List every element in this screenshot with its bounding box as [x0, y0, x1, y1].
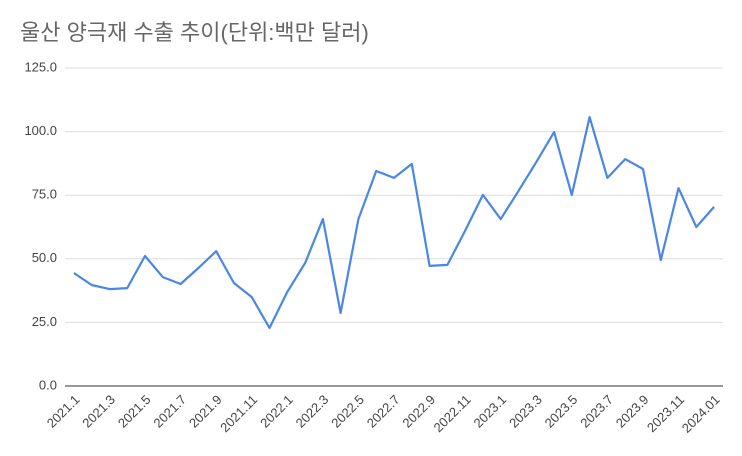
x-tick-label: 2022.3 — [293, 392, 332, 431]
x-tick-label: 2021.11 — [217, 392, 260, 435]
x-tick-label: 2023.11 — [644, 392, 687, 435]
chart-title: 울산 양극재 수출 추이(단위:백만 달러) — [20, 20, 369, 45]
x-tick-label: 2021.7 — [150, 392, 189, 431]
x-tick-label: 2022.7 — [364, 392, 403, 431]
x-tick-label: 2022.11 — [431, 392, 474, 435]
x-tick-label: 2024.01 — [679, 392, 723, 436]
y-tick-label: 25.0 — [32, 314, 57, 329]
x-tick-label: 2023.7 — [577, 392, 616, 431]
y-tick-label: 75.0 — [32, 187, 57, 202]
x-tick-label: 2023.1 — [471, 392, 510, 431]
y-tick-label: 100.0 — [24, 123, 57, 138]
x-tick-label: 2022.1 — [257, 392, 296, 431]
y-tick-label: 0.0 — [39, 377, 57, 392]
x-tick-label: 2021.1 — [44, 392, 83, 431]
data-line — [73, 116, 715, 330]
x-tick-label: 2023.3 — [506, 392, 545, 431]
y-tick-label: 50.0 — [32, 250, 57, 265]
x-tick-label: 2023.5 — [542, 392, 581, 431]
y-tick-label: 125.0 — [24, 59, 57, 74]
x-tick-label: 2022.5 — [328, 392, 367, 431]
x-tick-label: 2021.3 — [79, 392, 118, 431]
x-tick-label: 2021.5 — [115, 392, 154, 431]
